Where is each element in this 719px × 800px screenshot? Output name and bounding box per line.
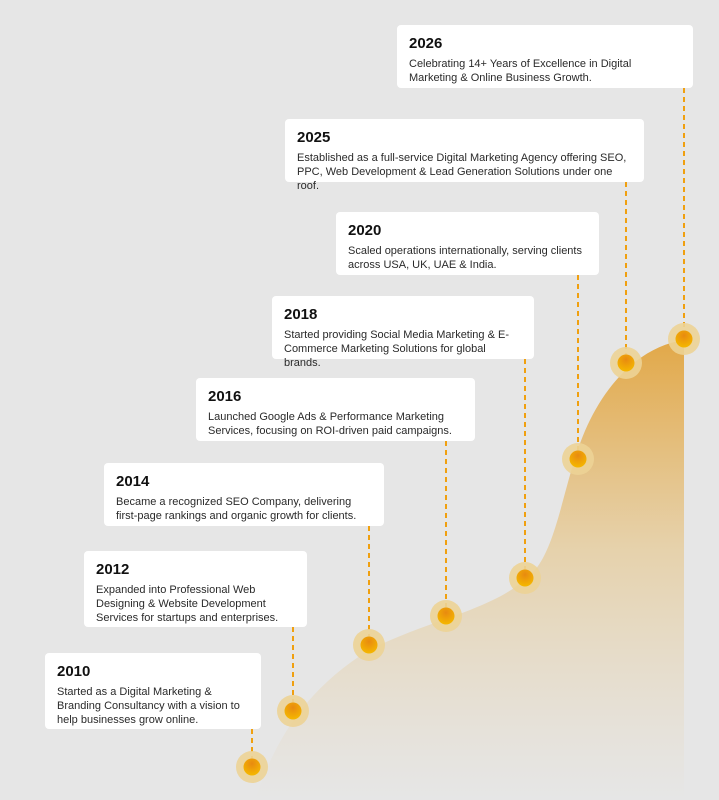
milestone-card-2026: 2026 Celebrating 14+ Years of Excellence … (397, 25, 693, 88)
milestone-year: 2014 (116, 473, 150, 490)
milestone-card-2010: 2010 Started as a Digital Marketing & Bra… (45, 653, 261, 729)
milestone-year: 2018 (284, 306, 318, 323)
milestone-description: Scaled operations internationally, servi… (348, 245, 582, 271)
milestone-dot (236, 751, 268, 783)
milestone-year: 2016 (208, 388, 242, 405)
milestone-dot (610, 347, 642, 379)
milestone-dot (509, 562, 541, 594)
milestone-year: 2020 (348, 222, 382, 239)
milestone-description: Started as a Digital Marketing & Brandin… (57, 686, 240, 726)
milestone-description: Expanded into Professional Web Designing… (96, 584, 279, 624)
milestone-dot (277, 695, 309, 727)
milestone-card-2016: 2016 Launched Google Ads & Performance Ma… (196, 378, 475, 441)
milestone-card-2020: 2020 Scaled operations internationally, s… (336, 212, 599, 275)
milestone-description: Launched Google Ads & Performance Market… (208, 411, 452, 437)
milestone-dot (353, 629, 385, 661)
milestone-description: Established as a full-service Digital Ma… (297, 152, 627, 192)
milestone-card-2014: 2014 Became a recognized SEO Company, del… (104, 463, 384, 526)
milestone-year: 2026 (409, 35, 443, 52)
milestone-description: Started providing Social Media Marketing… (284, 329, 509, 369)
milestone-year: 2010 (57, 663, 91, 680)
milestone-dot (668, 323, 700, 355)
milestone-year: 2012 (96, 561, 130, 578)
milestone-card-2018: 2018 Started providing Social Media Marke… (272, 296, 534, 369)
milestone-card-2012: 2012 Expanded into Professional Web Desig… (84, 551, 307, 627)
milestone-card-2025: 2025 Established as a full-service Digita… (285, 119, 644, 192)
milestone-dot (562, 443, 594, 475)
milestone-description: Became a recognized SEO Company, deliver… (116, 496, 357, 522)
milestone-description: Celebrating 14+ Years of Excellence in D… (409, 58, 632, 84)
milestone-year: 2025 (297, 129, 331, 146)
milestone-dot (430, 600, 462, 632)
